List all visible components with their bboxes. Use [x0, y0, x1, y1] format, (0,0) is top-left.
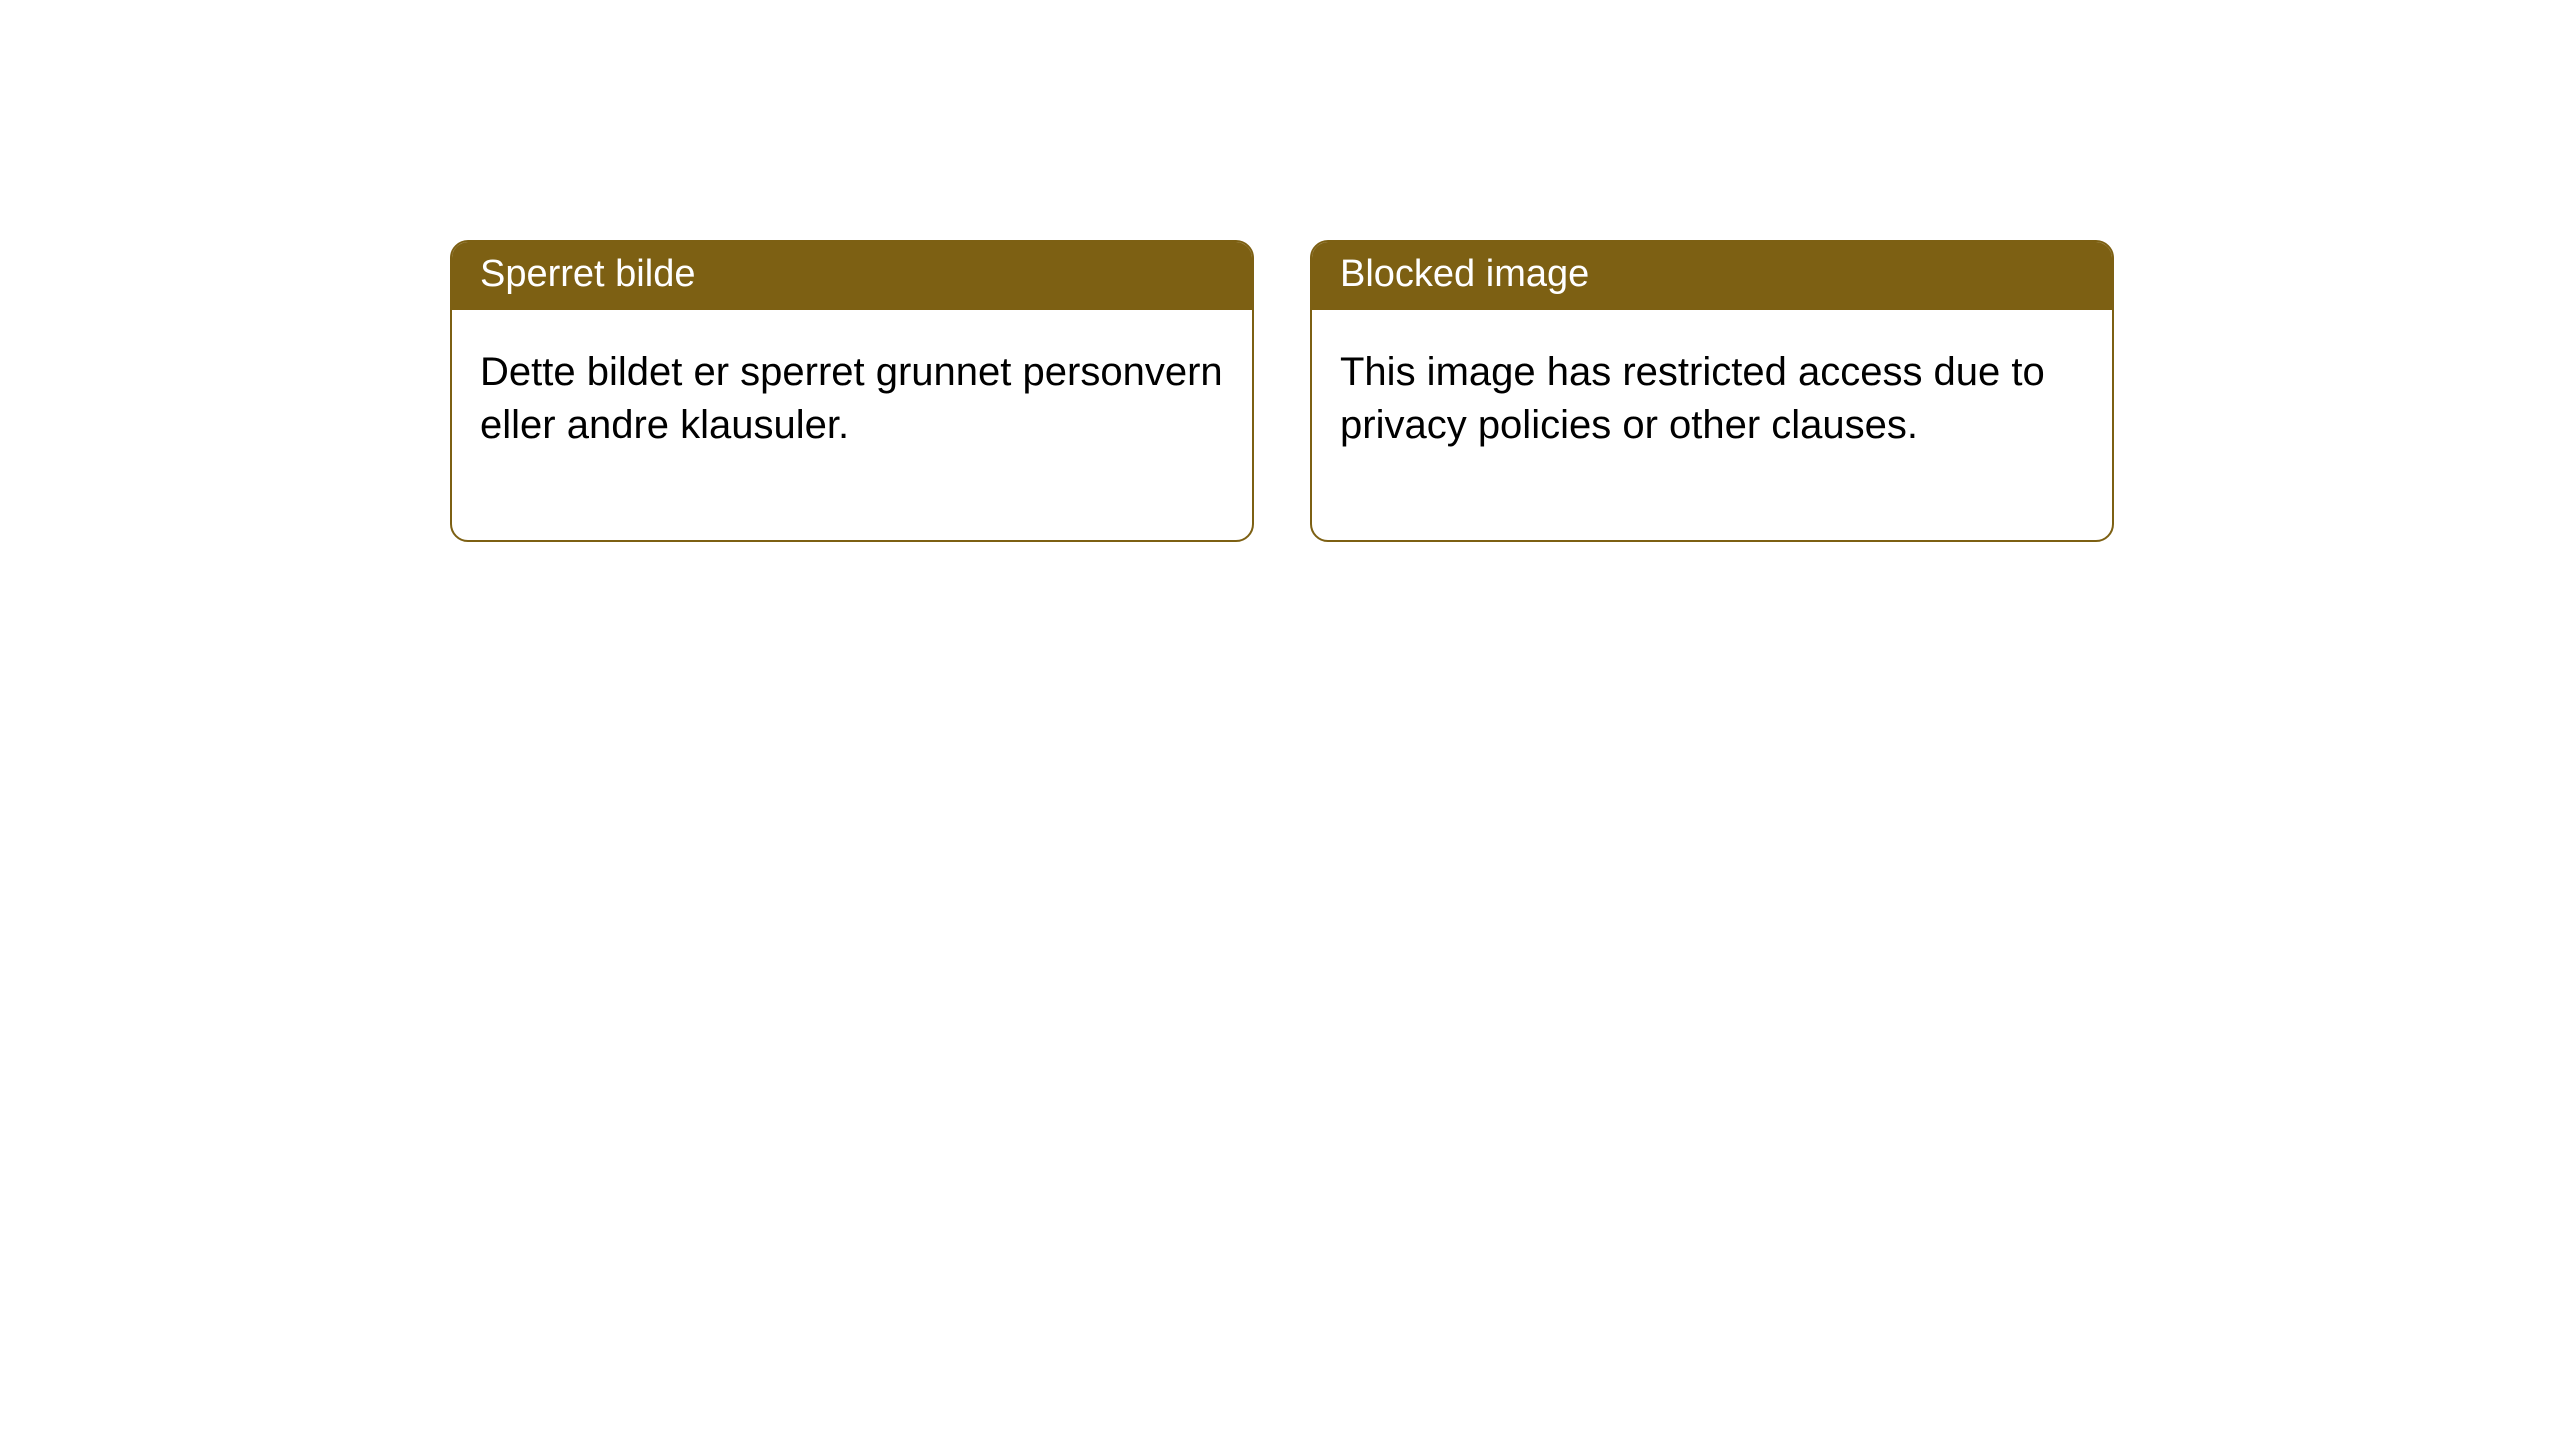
card-header: Sperret bilde [452, 242, 1252, 310]
card-body: This image has restricted access due to … [1312, 310, 2112, 540]
notice-card-norwegian: Sperret bilde Dette bildet er sperret gr… [450, 240, 1254, 542]
notice-container: Sperret bilde Dette bildet er sperret gr… [450, 240, 2114, 542]
card-body: Dette bildet er sperret grunnet personve… [452, 310, 1252, 540]
notice-card-english: Blocked image This image has restricted … [1310, 240, 2114, 542]
card-header: Blocked image [1312, 242, 2112, 310]
